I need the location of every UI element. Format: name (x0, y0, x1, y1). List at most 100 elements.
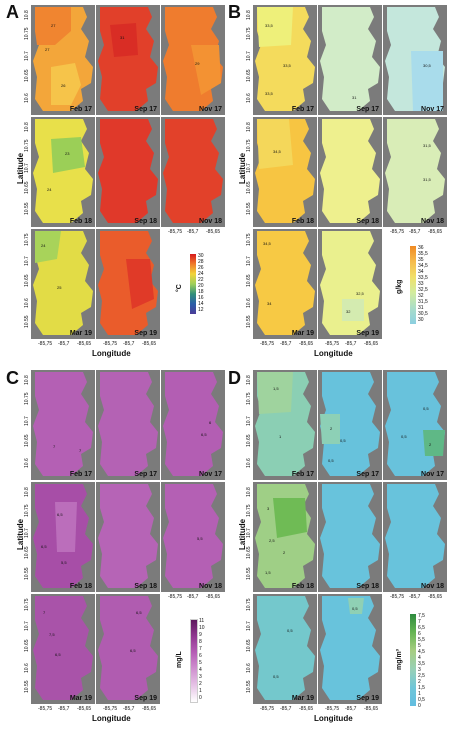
y-tick: 10.8 (246, 487, 252, 497)
x-tick: -85,75 (390, 594, 405, 600)
x-axis-title-c: Longitude (92, 714, 131, 723)
y-tick: 10.55 (246, 567, 252, 580)
map-b-nov17: 30,5 Nov 17 (383, 5, 447, 115)
y-tick: 10.55 (24, 680, 30, 693)
svg-text:2: 2 (283, 550, 286, 555)
x-tick: -85,75 (260, 706, 275, 712)
svg-text:6: 6 (209, 420, 212, 425)
x-tick: -85,75 (325, 706, 340, 712)
x-tick: -85,7 (58, 706, 70, 712)
map-d-feb17: 1,5 1 Feb 17 (253, 370, 317, 480)
svg-text:31: 31 (352, 95, 357, 100)
svg-text:6,5: 6,5 (55, 652, 61, 657)
colorbar-b-unit: g/kg (396, 279, 403, 294)
map-date-label: Nov 17 (199, 106, 222, 113)
cbar-tick: 12 (198, 307, 204, 313)
svg-text:24: 24 (47, 187, 52, 192)
svg-text:6,5: 6,5 (201, 432, 207, 437)
cbar-tick: 9 (199, 632, 202, 638)
svg-text:25: 25 (57, 285, 62, 290)
svg-text:2,5: 2,5 (269, 538, 275, 543)
map-date-label: Sep 18 (356, 583, 379, 590)
map-d-feb18: 3 2,5 2 1,5 Feb 18 (253, 482, 317, 592)
cbar-tick: 36 (418, 245, 424, 251)
y-tick: 10.7 (246, 528, 252, 538)
map-date-label: Sep 18 (134, 583, 157, 590)
panel-letter-d: D (228, 368, 241, 388)
y-tick: 10.7 (24, 256, 30, 266)
map-date-label: Sep 17 (356, 106, 379, 113)
svg-text:6,5: 6,5 (41, 544, 47, 549)
colorbar-c-unit: mg/L (176, 651, 183, 668)
map-c-sep17: Sep 17 (96, 370, 160, 480)
map-b-sep19: 32,5 32 Sep 19 (318, 229, 382, 339)
svg-text:3: 3 (267, 506, 270, 511)
x-tick: -85,7 (280, 706, 292, 712)
cbar-tick: 4,5 (418, 649, 425, 655)
svg-text:0,5: 0,5 (287, 628, 293, 633)
y-tick: 10.8 (246, 122, 252, 132)
y-tick: 10.8 (24, 10, 30, 20)
svg-text:32,5: 32,5 (356, 291, 365, 296)
x-tick: -85,75 (103, 706, 118, 712)
map-date-label: Sep 17 (134, 106, 157, 113)
cbar-tick: 3,5 (418, 661, 425, 667)
y-tick: 10.6 (24, 458, 30, 468)
cbar-tick: 8 (199, 639, 202, 645)
cbar-tick: 30,5 (418, 311, 428, 317)
map-date-label: Mar 19 (69, 330, 92, 337)
svg-text:5,5: 5,5 (61, 560, 67, 565)
map-date-label: Mar 19 (69, 695, 92, 702)
cbar-tick: 1 (418, 691, 421, 697)
y-tick: 10.8 (246, 10, 252, 20)
svg-text:33,5: 33,5 (265, 91, 274, 96)
svg-text:7: 7 (53, 444, 56, 449)
svg-text:7: 7 (79, 448, 82, 453)
y-tick: 10.7 (24, 163, 30, 173)
x-tick: -85,65 (206, 229, 221, 235)
map-date-label: Mar 19 (291, 330, 314, 337)
x-tick: -85,65 (299, 706, 314, 712)
colorbar-d (410, 614, 416, 706)
x-tick: -85,65 (364, 341, 379, 347)
y-tick: 10.65 (246, 434, 252, 447)
x-tick: -85,65 (428, 229, 443, 235)
x-tick: -85,7 (345, 706, 357, 712)
map-c-mar19: 7 7,5 6,5 Mar 19 (31, 594, 95, 704)
map-a-sep18: Sep 18 (96, 117, 160, 227)
map-b-feb18: 34,5 Feb 18 (253, 117, 317, 227)
map-date-label: Sep 19 (134, 330, 157, 337)
x-tick: -85,65 (142, 706, 157, 712)
colorbar-a (190, 254, 196, 314)
map-date-label: Feb 17 (69, 471, 92, 478)
colorbar-c (190, 619, 198, 703)
map-c-sep18: Sep 18 (96, 482, 160, 592)
svg-text:0,5: 0,5 (328, 458, 334, 463)
colorbar-a-unit: °C (176, 284, 183, 292)
y-tick: 10.75 (246, 139, 252, 152)
x-tick: -85,65 (428, 594, 443, 600)
y-tick: 10.7 (246, 621, 252, 631)
map-c-nov18: 5,5 Nov 18 (161, 482, 225, 592)
y-tick: 10.75 (24, 27, 30, 40)
svg-text:32: 32 (346, 309, 351, 314)
svg-text:2: 2 (330, 426, 333, 431)
map-date-label: Feb 17 (291, 106, 314, 113)
svg-text:30,5: 30,5 (423, 63, 432, 68)
cbar-tick: 7 (418, 619, 421, 625)
svg-text:34: 34 (267, 301, 272, 306)
svg-text:6,5: 6,5 (57, 512, 63, 517)
x-tick: -85,65 (77, 706, 92, 712)
cbar-tick: 5,5 (418, 637, 425, 643)
svg-text:0,5: 0,5 (273, 674, 279, 679)
cbar-tick: 3 (199, 674, 202, 680)
svg-text:26: 26 (61, 83, 66, 88)
cbar-tick: 5 (418, 643, 421, 649)
colorbar-b (410, 246, 416, 324)
svg-text:1,5: 1,5 (273, 386, 279, 391)
map-date-label: Nov 17 (421, 106, 444, 113)
cbar-tick: 33 (418, 281, 424, 287)
y-tick: 10.8 (246, 375, 252, 385)
svg-text:27: 27 (51, 23, 56, 28)
y-tick: 10.8 (24, 487, 30, 497)
